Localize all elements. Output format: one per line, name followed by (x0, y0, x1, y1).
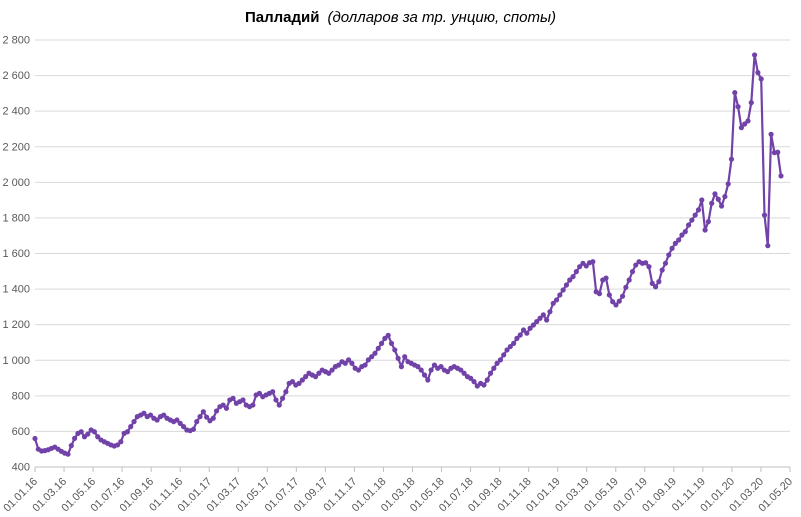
svg-text:2 000: 2 000 (2, 177, 30, 189)
x-axis-labels: 01.01.1601.03.1601.05.1601.07.1601.09.16… (1, 476, 795, 515)
svg-text:800: 800 (12, 390, 30, 402)
chart-subtitle: (долларов за тр. унцию, споты) (327, 9, 556, 26)
chart-title-main: Палладий (245, 9, 320, 26)
x-axis (34, 466, 791, 472)
svg-text:1 800: 1 800 (2, 212, 30, 224)
svg-text:2 600: 2 600 (2, 70, 30, 82)
svg-text:1 200: 1 200 (2, 319, 30, 331)
y-axis-labels: 400 600 800 1 000 1 200 1 400 1 600 1 800 2 000 2… (2, 35, 30, 474)
svg-text:1 400: 1 400 (2, 284, 30, 296)
svg-text:600: 600 (12, 426, 30, 438)
svg-text:2 400: 2 400 (2, 106, 30, 118)
svg-text:2 800: 2 800 (2, 35, 30, 47)
chart-title: Палладий (долларов за тр. унцию, споты) (0, 9, 801, 26)
svg-text:1 000: 1 000 (2, 355, 30, 367)
gridlines (35, 39, 790, 468)
svg-text:1 600: 1 600 (2, 248, 30, 260)
series-markers (32, 52, 784, 457)
svg-text:400: 400 (12, 462, 30, 474)
svg-text:2 200: 2 200 (2, 141, 30, 153)
